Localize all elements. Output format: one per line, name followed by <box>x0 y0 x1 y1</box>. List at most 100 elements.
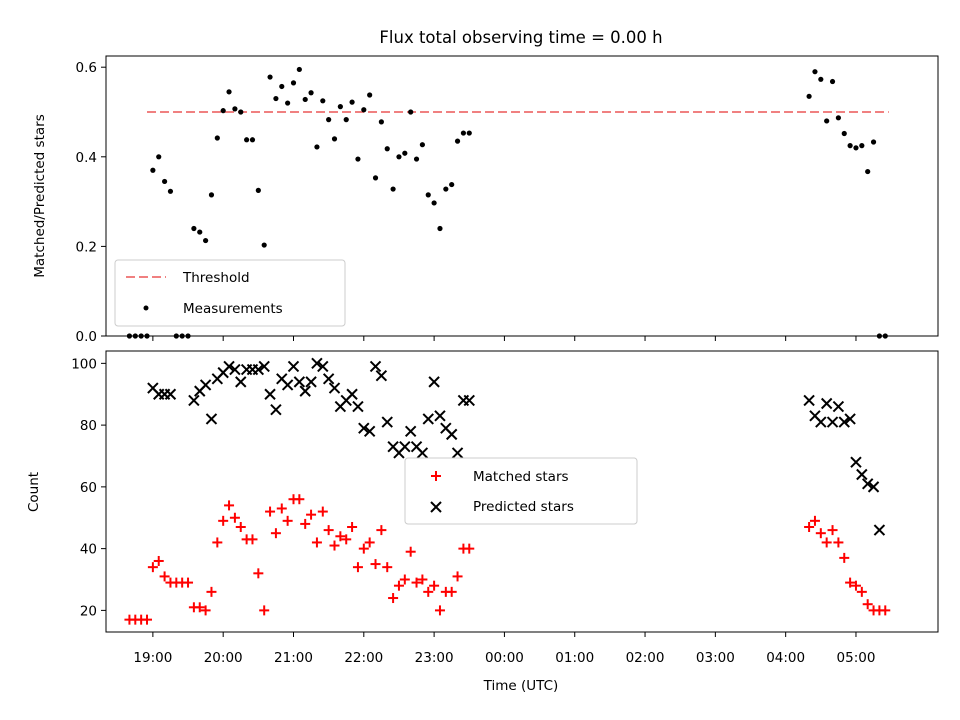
matched-star-marker <box>247 534 258 545</box>
matched-star-marker <box>364 537 375 548</box>
predicted-star-marker <box>299 385 311 397</box>
matched-star-marker <box>229 512 240 523</box>
matched-star-marker <box>282 515 293 526</box>
predicted-star-marker <box>328 382 341 394</box>
predicted-star-marker <box>428 376 440 388</box>
predicted-star-marker <box>270 403 282 416</box>
measurement-point <box>865 168 871 175</box>
measurement-point <box>818 76 824 82</box>
measurement-point <box>378 119 384 125</box>
count-x-ticks: 19:00 20:00 21:00 22:00 23:00 00:00 01:00 02:00… <box>133 632 875 666</box>
x-tick-label: 03:00 <box>696 650 735 666</box>
predicted-star-marker <box>861 478 874 490</box>
predicted-star-marker <box>445 428 458 441</box>
predicted-star-marker <box>305 376 317 388</box>
matched-star-marker <box>827 525 838 536</box>
x-tick-label: 01:00 <box>555 650 594 666</box>
matched-star-marker <box>212 537 223 548</box>
matched-star-marker <box>200 605 211 616</box>
predicted-star-marker <box>358 422 370 434</box>
measurement-point <box>402 150 408 156</box>
predicted-star-marker <box>363 425 376 437</box>
measurement-point <box>841 130 847 137</box>
measurement-point <box>273 95 279 102</box>
matched-star-marker <box>183 577 194 588</box>
matched-star-marker <box>845 577 856 588</box>
ratio-x-ticks <box>152 336 857 341</box>
predicted-star-marker <box>856 468 868 481</box>
predicted-star-marker <box>867 481 880 493</box>
measurement-point <box>454 138 461 144</box>
measurement-point <box>361 107 367 113</box>
predicted-star-marker <box>293 376 306 388</box>
measurement-point <box>331 136 338 142</box>
measurement-point <box>255 187 261 193</box>
matched-star-marker <box>411 577 422 588</box>
legend-matched-swatch <box>431 471 441 481</box>
ratio-y-ticks: 0.0 0.2 0.4 0.6 <box>76 60 106 345</box>
predicted-stars-points <box>147 357 886 536</box>
predicted-star-marker <box>820 397 833 410</box>
measurement-point <box>431 200 437 206</box>
measurement-point <box>220 108 226 114</box>
matched-star-marker <box>429 580 440 591</box>
matched-star-marker <box>323 525 334 536</box>
measurement-point <box>355 156 361 162</box>
matched-star-marker <box>329 540 340 551</box>
count-y-tick-label: 100 <box>71 356 97 372</box>
predicted-star-marker <box>463 394 475 407</box>
matched-star-marker <box>218 515 229 526</box>
matched-stars-points <box>124 494 891 625</box>
x-tick-label: 00:00 <box>485 650 524 666</box>
matched-star-marker <box>317 506 328 517</box>
ratio-y-tick-label: 0.6 <box>76 60 97 76</box>
measurement-point <box>203 237 209 244</box>
measurement-point <box>835 115 841 121</box>
measurement-point <box>226 89 232 95</box>
measurement-point <box>296 66 302 73</box>
count-y-tick-label: 80 <box>80 418 97 434</box>
measurement-point <box>320 98 326 104</box>
measurement-point <box>343 117 349 123</box>
measurement-point <box>232 106 238 112</box>
matched-star-marker <box>399 574 410 585</box>
measurement-point <box>191 225 197 232</box>
count-legend: Matched stars Predicted stars <box>404 457 638 525</box>
measurement-point <box>156 154 162 160</box>
predicted-star-marker <box>375 369 388 382</box>
legend-measurements-label: Measurements <box>183 301 283 317</box>
ratio-legend-box <box>114 259 346 327</box>
matched-star-marker <box>276 503 287 514</box>
predicted-star-marker <box>404 425 417 437</box>
matched-star-marker <box>300 518 311 529</box>
matched-star-marker <box>464 543 475 554</box>
measurement-point <box>261 242 267 248</box>
measurement-point <box>308 90 314 96</box>
matched-star-marker <box>306 509 317 520</box>
count-y-tick-label: 40 <box>80 542 97 558</box>
count-plot-frame <box>105 350 939 633</box>
x-tick-label: 05:00 <box>837 650 876 666</box>
measurement-point <box>279 83 285 90</box>
matched-star-marker <box>815 528 826 539</box>
measurement-point <box>413 156 420 162</box>
predicted-star-marker <box>422 413 434 425</box>
measurement-point <box>290 80 297 86</box>
measurement-point <box>408 109 414 115</box>
count-y-tick-label: 20 <box>80 603 97 619</box>
matched-star-marker <box>311 537 322 548</box>
matched-star-marker <box>142 614 153 625</box>
count-panel: 20 40 60 80 100 19:00 20:00 21:00 22:00 23:00 00:… <box>26 350 939 694</box>
measurement-point <box>302 96 308 103</box>
measurement-point <box>829 78 836 85</box>
matched-star-marker <box>862 599 873 610</box>
matched-star-marker <box>856 586 867 597</box>
measurement-point <box>847 143 853 149</box>
matched-star-marker <box>850 580 861 591</box>
matched-star-marker <box>265 506 276 517</box>
predicted-star-marker <box>223 360 235 373</box>
measurement-point <box>197 229 203 235</box>
matched-star-marker <box>341 534 352 545</box>
measurement-point <box>449 181 455 188</box>
measurement-point <box>824 118 830 124</box>
